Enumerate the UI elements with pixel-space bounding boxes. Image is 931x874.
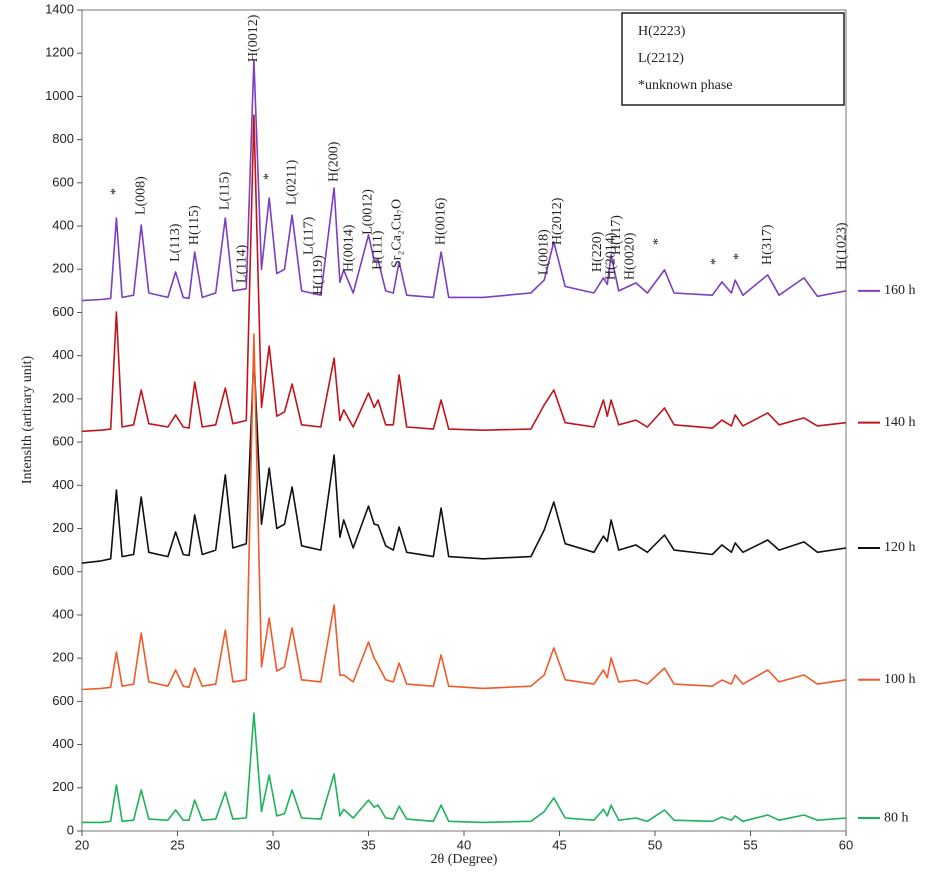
y-tick-label: 600 [52,434,74,449]
series-line [81,114,847,433]
peak-label: * [109,188,124,195]
x-tick-label: 20 [75,837,89,852]
y-tick-label: 200 [52,779,74,794]
peak-label: H(0020) [622,232,637,280]
legend-label: 80 h [884,810,909,825]
peak-label: H(0016) [433,197,448,245]
peak-label: H(115) [187,205,202,245]
legend-label: 140 h [884,415,916,430]
series-line [81,59,847,302]
peak-label: Sr₂Ca₂Cu₇O [389,199,404,268]
peak-label: L(0012) [361,189,376,235]
y-tick-label: 1400 [45,1,74,16]
y-tick-label: 200 [52,650,74,665]
peak-label: L(114) [235,244,250,283]
y-tick-label: 1000 [45,88,74,103]
peak-label: * [708,258,723,265]
x-axis-label: 2θ (Degree) [431,852,498,867]
peak-label: H(117) [609,215,624,255]
peak-label: H(317) [760,224,775,265]
y-tick-label: 600 [52,563,74,578]
x-tick-label: 55 [743,837,757,852]
phase-legend-item: L(2212) [638,51,684,66]
y-tick-label: 200 [52,390,74,405]
x-tick-label: 40 [457,837,471,852]
legend-label: 120 h [884,540,916,555]
y-tick-label: 600 [52,304,74,319]
y-tick-label: 600 [52,174,74,189]
phase-legend-item: *unknown phase [638,78,733,93]
y-tick-label: 200 [52,261,74,276]
phase-legend-box [621,12,845,106]
peak-label: L(008) [133,176,148,215]
y-tick-label: 600 [52,693,74,708]
peak-label: H(2014) [603,232,618,280]
peak-label: L(0211) [284,159,299,205]
y-tick-label: 400 [52,217,74,232]
peak-label: H(220) [590,231,605,272]
plot-frame [81,9,847,832]
x-tick-label: 45 [552,837,566,852]
peak-label: * [261,173,276,180]
y-axis-label: Intenslth (artirary unit) [20,356,35,485]
x-tick-label: 50 [648,837,662,852]
x-tick-label: 30 [266,837,280,852]
legend-label: 160 h [884,283,916,298]
peak-label: L(117) [302,216,317,255]
y-tick-label: 400 [52,736,74,751]
peak-label: H(0012) [246,14,261,62]
y-tick-label: 0 [67,822,74,837]
peak-label: H(2012) [550,197,565,245]
x-tick-label: 25 [170,837,184,852]
y-tick-label: 400 [52,347,74,362]
peak-label: H(111) [370,230,385,270]
peak-label: L(0018) [536,229,551,275]
peak-label: H(200) [326,141,341,182]
x-tick-label: 60 [839,837,853,852]
y-tick-label: 800 [52,131,74,146]
y-tick-label: 400 [52,606,74,621]
y-tick-label: 400 [52,477,74,492]
peak-label: H(0014) [342,224,357,272]
y-tick-label: 1200 [45,45,74,60]
legend-label: 100 h [884,672,916,687]
series-line [81,354,847,564]
peak-label: L(115) [217,171,232,210]
peak-label: H(1023) [834,222,849,270]
series-line [81,333,847,691]
peak-label: L(113) [168,223,183,262]
phase-legend-item: H(2223) [638,24,686,39]
peak-label: * [731,253,746,260]
peak-label: H(119) [311,255,326,295]
y-tick-label: 200 [52,520,74,535]
x-tick-label: 35 [361,837,375,852]
peak-label: * [651,238,666,245]
series-line [82,712,847,824]
